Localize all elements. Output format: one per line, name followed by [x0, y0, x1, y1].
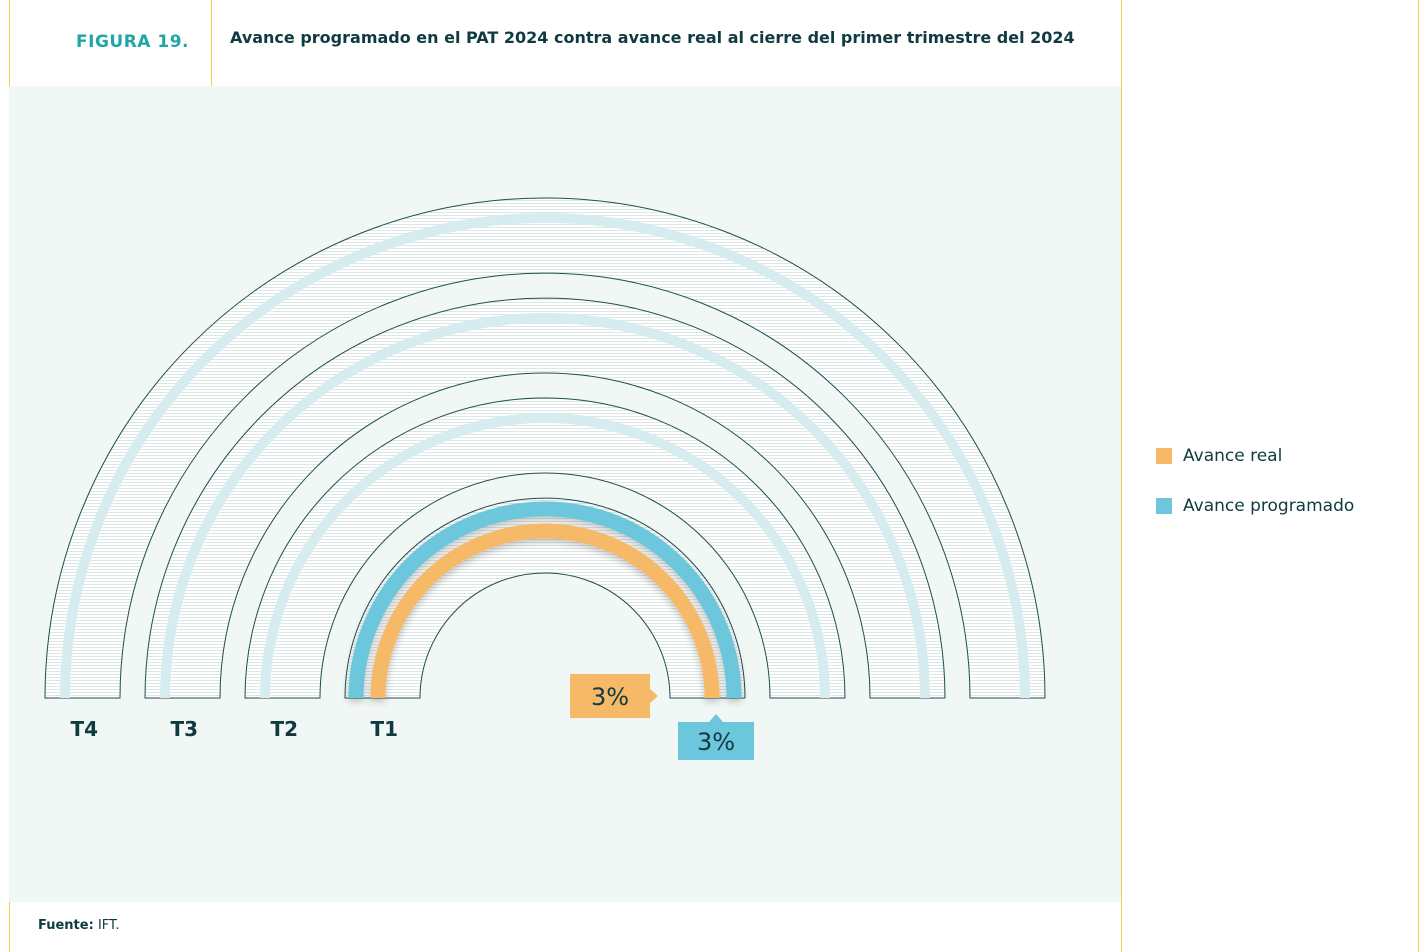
header-divider [211, 0, 212, 86]
chart-legend: Avance real Avance programado [1156, 444, 1354, 544]
ring-band-t1 [344, 497, 746, 699]
ring-band-t3 [144, 297, 946, 699]
ring-track-t4 [60, 213, 1030, 699]
legend-label-real: Avance real [1183, 446, 1283, 466]
ring-track-t3 [160, 313, 930, 699]
source-text: IFT. [97, 918, 120, 933]
value-label-programado-text: 3% [697, 728, 735, 756]
ring-label-t2: T2 [271, 717, 299, 741]
value-label-real: 3% [570, 674, 658, 718]
source-note: Fuente: IFT. [38, 918, 120, 933]
frame-middle-border [1121, 0, 1122, 952]
legend-swatch-programado [1156, 498, 1172, 514]
bar-avance-programado [348, 501, 742, 699]
ring-track-t2 [260, 413, 830, 699]
value-label-programado: 3% [678, 714, 754, 760]
figure-title: Avance programado en el PAT 2024 contra … [230, 28, 1075, 47]
legend-item-programado: Avance programado [1156, 494, 1354, 518]
frame-right-border [1418, 0, 1419, 952]
bar-avance-real [370, 523, 720, 699]
legend-swatch-real [1156, 448, 1172, 464]
value-label-real-text: 3% [591, 683, 629, 711]
radial-progress-chart: T4 T3 T2 T1 3% 3% [44, 197, 1046, 760]
ring-label-t3: T3 [171, 717, 199, 741]
legend-item-real: Avance real [1156, 444, 1354, 468]
ring-band-t2 [244, 397, 846, 699]
figure-number: FIGURA 19. [76, 32, 189, 52]
ring-label-t1: T1 [371, 717, 399, 741]
ring-bars-t1 [348, 501, 742, 699]
source-prefix: Fuente: [38, 918, 94, 933]
ring-band-t4 [44, 197, 1046, 699]
ring-label-t4: T4 [71, 717, 99, 741]
legend-label-programado: Avance programado [1183, 496, 1355, 516]
